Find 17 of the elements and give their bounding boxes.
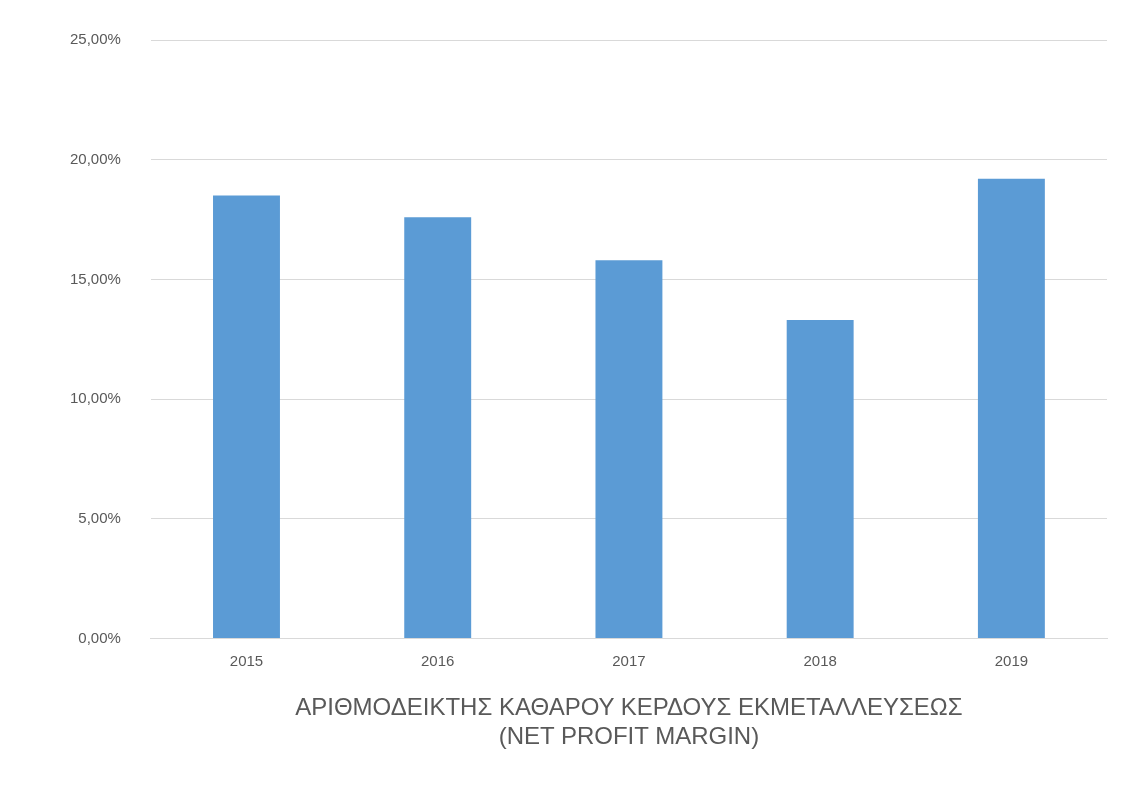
bar xyxy=(213,195,280,638)
x-axis-title: ΑΡΙΘΜΟΔΕΙΚΤΗΣ ΚΑΘΑΡΟΥ ΚΕΡΔΟΥΣ ΕΚΜΕΤΑΛΛΕΥΣΕΩΣ (NET PROFIT MARGIN) xyxy=(295,693,963,750)
x-tick-label: 2019 xyxy=(994,651,1029,669)
bar xyxy=(786,320,854,638)
y-tick-label: 10,00% xyxy=(70,389,121,407)
y-tick-label: 15,00% xyxy=(70,269,121,287)
bar xyxy=(977,178,1045,638)
y-tick-label: 0,00% xyxy=(78,628,121,646)
bar xyxy=(404,217,472,638)
y-tick-label: 20,00% xyxy=(70,149,121,167)
x-tick-label: 2017 xyxy=(612,651,646,669)
x-tick-label: 2016 xyxy=(421,651,455,669)
y-tick-label: 25,00% xyxy=(70,30,121,48)
bar xyxy=(595,260,663,638)
x-tick-label: 2018 xyxy=(803,651,837,669)
y-tick-label: 5,00% xyxy=(78,508,121,526)
x-tick-label: 2015 xyxy=(229,651,264,669)
